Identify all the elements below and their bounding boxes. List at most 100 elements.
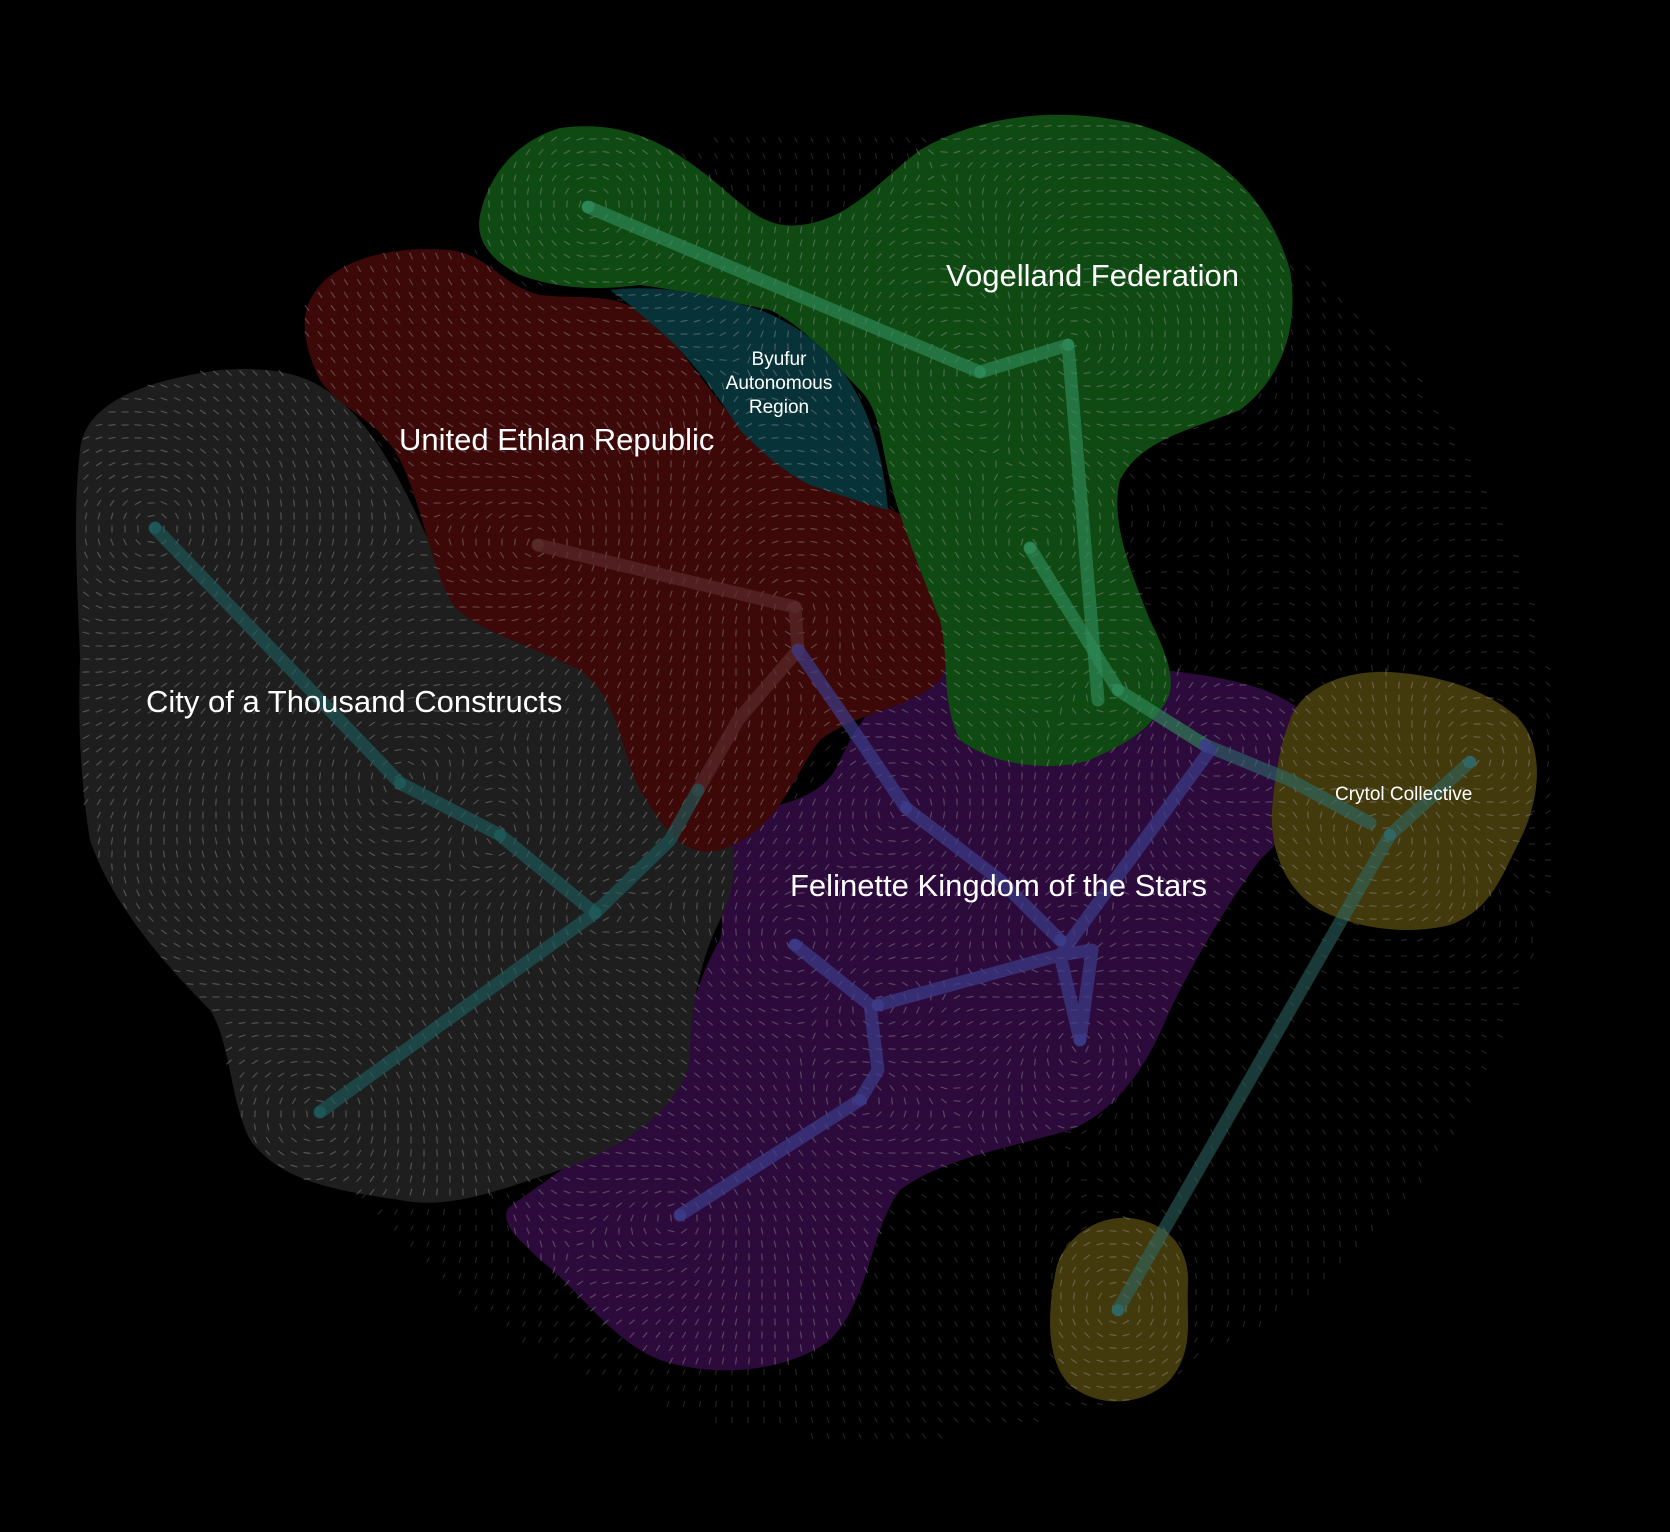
field-arrow: [460, 318, 466, 324]
field-arrow: [966, 591, 974, 597]
field-arrow: [82, 591, 90, 597]
field-arrow: [732, 513, 740, 519]
field-arrow: [615, 307, 623, 309]
field-arrow: [407, 631, 415, 635]
field-arrow: [1209, 985, 1215, 991]
field-arrow: [1174, 214, 1182, 220]
region-united-ethlan-republic[interactable]: [304, 249, 954, 852]
field-arrow: [1275, 1256, 1277, 1264]
field-arrow: [291, 720, 297, 728]
field-arrow: [758, 462, 766, 466]
field-arrow: [1227, 409, 1233, 415]
field-arrow: [1209, 1097, 1215, 1103]
field-arrow: [1050, 1160, 1054, 1168]
field-arrow: [1194, 1097, 1198, 1103]
field-arrow: [458, 1240, 462, 1248]
field-arrow: [1019, 200, 1025, 208]
field-arrow: [1020, 226, 1024, 234]
field-arrow: [1006, 200, 1012, 208]
field-arrow: [708, 707, 712, 715]
field-arrow: [252, 370, 258, 376]
field-arrow: [682, 226, 686, 234]
field-arrow: [173, 643, 181, 649]
field-arrow: [849, 448, 857, 454]
field-arrow: [915, 617, 921, 623]
field-arrow: [1145, 473, 1151, 479]
field-arrow: [1083, 228, 1091, 232]
field-arrow: [1021, 395, 1023, 403]
field-arrow: [799, 707, 803, 715]
field-arrow: [343, 617, 349, 623]
field-arrow: [199, 396, 207, 402]
field-arrow: [954, 551, 960, 559]
field-arrow: [459, 396, 467, 402]
field-arrow: [874, 1321, 878, 1327]
field-arrow: [1465, 921, 1471, 927]
field-arrow: [226, 656, 232, 662]
field-arrow: [786, 239, 790, 247]
field-arrow: [967, 253, 973, 259]
field-arrow: [1135, 163, 1143, 167]
field-arrow: [252, 460, 258, 468]
field-arrow: [1352, 986, 1360, 990]
region-byufur-autonomous-region[interactable]: [610, 288, 888, 510]
field-arrow: [1005, 462, 1013, 466]
field-arrow: [695, 655, 699, 663]
field-arrow: [486, 265, 492, 273]
field-arrow: [695, 590, 699, 598]
field-arrow: [851, 655, 855, 663]
field-arrow: [1175, 278, 1181, 286]
field-arrow: [1292, 708, 1298, 714]
field-arrow: [992, 137, 1000, 141]
field-arrow: [121, 487, 129, 493]
field-arrow: [420, 422, 428, 428]
field-arrow: [953, 1369, 959, 1375]
field-arrow: [434, 291, 440, 299]
field-arrow: [1225, 426, 1231, 430]
field-arrow: [969, 1401, 975, 1407]
field-arrow: [187, 733, 193, 741]
field-arrow: [928, 538, 934, 546]
field-arrow: [147, 436, 155, 440]
field-arrow: [993, 317, 999, 325]
field-arrow: [1242, 1192, 1246, 1200]
region-crytol-collective[interactable]: [1271, 671, 1537, 930]
field-arrow: [1200, 708, 1208, 714]
field-arrow: [1357, 733, 1363, 741]
field-arrow: [986, 1272, 990, 1280]
field-arrow: [369, 317, 375, 325]
field-arrow: [304, 642, 310, 650]
field-arrow: [1161, 150, 1169, 154]
field-arrow: [915, 603, 921, 611]
field-arrow: [758, 513, 766, 519]
field-arrow: [550, 396, 558, 402]
field-arrow: [459, 383, 467, 389]
field-arrow: [434, 330, 440, 338]
field-arrow: [715, 1400, 717, 1408]
field-arrow: [812, 369, 816, 377]
field-arrow: [1057, 279, 1065, 285]
field-arrow: [906, 1353, 910, 1359]
field-arrow: [654, 279, 662, 285]
field-arrow: [794, 1416, 798, 1424]
field-arrow: [981, 187, 985, 195]
field-arrow: [173, 383, 181, 389]
field-arrow: [511, 357, 519, 363]
field-arrow: [1017, 1401, 1023, 1407]
field-arrow: [695, 707, 699, 715]
field-arrow: [915, 148, 921, 156]
field-arrow: [603, 642, 609, 650]
field-arrow: [1146, 520, 1150, 528]
field-arrow: [1150, 668, 1154, 676]
field-arrow: [1480, 667, 1488, 669]
field-arrow: [1464, 682, 1472, 686]
field-arrow: [187, 695, 193, 701]
field-arrow: [773, 356, 777, 364]
field-arrow: [500, 226, 504, 234]
field-arrow: [810, 514, 818, 518]
field-arrow: [1033, 304, 1037, 312]
field-arrow: [525, 707, 531, 715]
field-arrow: [825, 629, 829, 637]
field-arrow: [357, 551, 361, 559]
field-arrow: [1305, 265, 1311, 271]
